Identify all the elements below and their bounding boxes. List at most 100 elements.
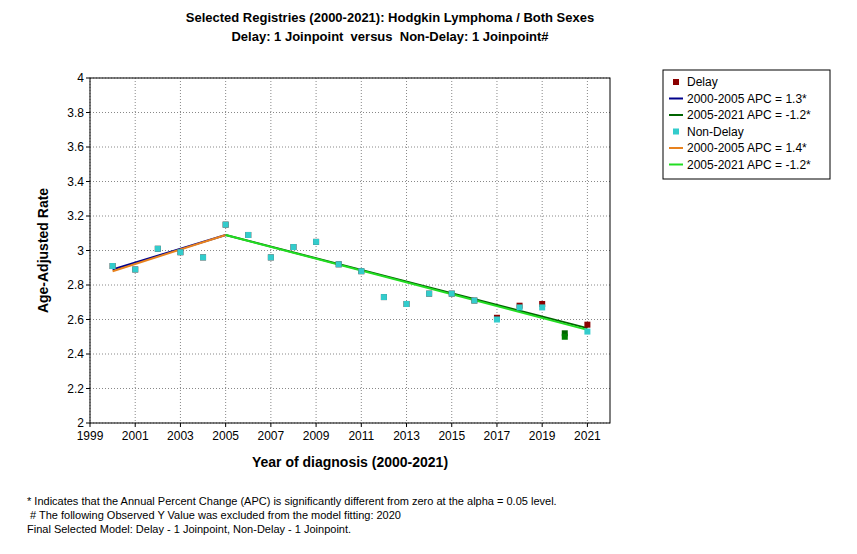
tick-label: 2005 <box>212 429 239 443</box>
data-point <box>200 254 206 260</box>
chart: Selected Registries (2000-2021): Hodgkin… <box>0 0 857 554</box>
data-point <box>223 222 229 228</box>
tick-label: 2.2 <box>67 382 84 396</box>
data-point <box>584 322 590 328</box>
data-point <box>268 254 274 260</box>
data-point <box>336 261 342 267</box>
data-point <box>584 329 590 335</box>
tick <box>86 112 90 113</box>
data-point <box>110 263 116 269</box>
data-point <box>404 301 410 307</box>
data-point <box>313 239 319 245</box>
tick-label: 2007 <box>258 429 285 443</box>
legend-symbol <box>669 98 683 100</box>
data-point <box>539 304 545 310</box>
grid-line <box>90 147 610 148</box>
legend-symbol <box>669 164 683 166</box>
tick-label: 2011 <box>348 429 374 443</box>
tick-label: 2019 <box>529 429 556 443</box>
marks <box>110 222 591 340</box>
data-point <box>336 261 342 267</box>
data-point <box>517 304 523 310</box>
legend-label: Non-Delay <box>687 125 744 139</box>
data-point <box>471 298 477 304</box>
tick-label: 2 <box>77 416 84 430</box>
tick-label: 2001 <box>122 429 149 443</box>
grid-line <box>316 78 317 423</box>
grid-line <box>90 354 610 355</box>
tick-label: 3.2 <box>67 209 84 223</box>
tick <box>270 423 271 427</box>
data-point <box>494 317 500 323</box>
tick <box>542 423 543 427</box>
tick <box>451 423 452 427</box>
tick <box>86 78 90 79</box>
tick <box>86 423 90 424</box>
legend-symbol <box>673 79 679 85</box>
plot-area <box>90 78 610 423</box>
data-point <box>177 249 183 255</box>
grid-line <box>90 216 610 217</box>
footnote: Final Selected Model: Delay - 1 Joinpoin… <box>27 523 351 535</box>
data-point <box>155 246 161 252</box>
tick-label: 2009 <box>303 429 330 443</box>
tick <box>225 423 226 427</box>
tick <box>496 423 497 427</box>
data-point <box>132 266 138 272</box>
grid-line <box>270 78 271 423</box>
tick <box>135 423 136 427</box>
legend-label: 2005-2021 APC = -1.2* <box>687 158 811 172</box>
legend-symbol <box>673 129 679 135</box>
tick-label: 3.8 <box>67 106 84 120</box>
tick <box>86 285 90 286</box>
grid-line <box>90 388 610 389</box>
footnote: # The following Observed Y Value was exc… <box>30 509 401 521</box>
legend-label: 2000-2005 APC = 1.3* <box>687 92 807 106</box>
grid-line <box>90 112 610 113</box>
tick-label: 2.6 <box>67 313 84 327</box>
tick <box>86 319 90 320</box>
data-point <box>358 268 364 274</box>
data-point <box>245 232 251 238</box>
data-point <box>110 263 116 269</box>
tick <box>90 423 91 427</box>
grid-line <box>90 285 610 286</box>
data-point <box>223 222 229 228</box>
grid-line <box>451 78 452 423</box>
data-point <box>449 291 455 297</box>
data-point <box>245 232 251 238</box>
grid-line <box>361 78 362 423</box>
tick <box>86 354 90 355</box>
tick <box>361 423 362 427</box>
tick-label: 2013 <box>393 429 420 443</box>
legend-symbol <box>669 114 683 116</box>
data-point <box>358 268 364 274</box>
tick <box>86 388 90 389</box>
tick <box>86 147 90 148</box>
legend-label: Delay <box>687 75 718 89</box>
tick-label: 2003 <box>167 429 194 443</box>
legend-box <box>663 70 830 179</box>
data-point <box>449 291 455 297</box>
data-point <box>562 334 568 340</box>
title: Selected Registries (2000-2021): Hodgkin… <box>186 10 594 25</box>
tick-label: 2.8 <box>67 278 84 292</box>
data-point <box>200 254 206 260</box>
legend-label: 2005-2021 APC = -1.2* <box>687 108 811 122</box>
data-point <box>381 294 387 300</box>
fit-line <box>226 235 588 330</box>
tick-label: 2021 <box>574 429 601 443</box>
grid-line <box>542 78 543 423</box>
grid-line <box>406 78 407 423</box>
grid-line <box>90 250 610 251</box>
grid-line <box>587 78 588 423</box>
legend-symbol <box>669 147 683 149</box>
tick-label: 3 <box>77 244 84 258</box>
data-point <box>290 244 296 250</box>
grid-line <box>135 78 136 423</box>
tick-label: 4 <box>77 71 84 85</box>
tick <box>86 181 90 182</box>
data-point <box>426 291 432 297</box>
data-point <box>471 298 477 304</box>
data-point <box>426 291 432 297</box>
